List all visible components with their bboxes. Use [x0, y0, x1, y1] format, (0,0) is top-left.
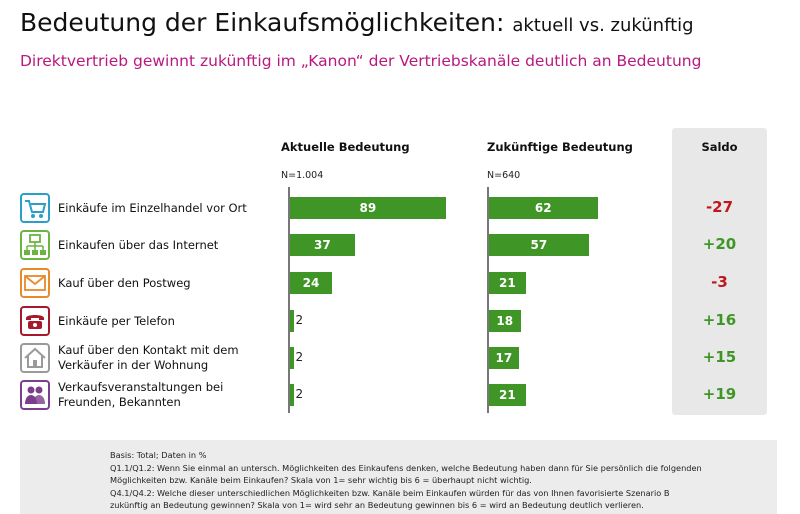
category-label: Verkaufsveranstaltungen bei Freunden, Bek…	[58, 380, 223, 410]
bar-current: 89	[290, 197, 446, 219]
bar-future: 57	[489, 234, 589, 256]
page-title: Bedeutung der Einkaufsmöglichkeiten: akt…	[20, 8, 694, 37]
bar-future: 21	[489, 272, 526, 294]
sample-size-future: N=640	[487, 170, 521, 181]
house-icon	[20, 343, 50, 373]
data-label: 2	[295, 350, 304, 364]
page-subtitle: Direktvertrieb gewinnt zukünftig im „Kan…	[20, 52, 702, 70]
footer-line: Q1.1/Q1.2: Wenn Sie einmal an untersch. …	[110, 463, 702, 473]
saldo-value: +19	[702, 385, 737, 403]
bar-current: 24	[290, 272, 332, 294]
title-suffix: aktuell vs. zukünftig	[512, 15, 694, 36]
footer-line: zukünftig an Bedeutung gewinnen? Skala v…	[110, 500, 644, 510]
category-label-line: Verkaufsveranstaltungen bei	[58, 380, 224, 394]
category-label: Einkaufen über das Internet	[58, 238, 218, 253]
bar-current	[290, 347, 294, 369]
bar-current: 37	[290, 234, 355, 256]
bar-future: 17	[489, 347, 519, 369]
category-label: Kauf über den Postweg	[58, 276, 191, 291]
people-icon	[20, 380, 50, 410]
footer-line: Q4.1/Q4.2: Welche dieser unterschiedlich…	[110, 488, 670, 498]
footer-line: Möglichkeiten bzw. Kanäle beim Einkaufen…	[110, 475, 532, 485]
category-label-line: Kauf über den Postweg	[58, 275, 191, 290]
saldo-value: +15	[702, 348, 737, 366]
data-label: 2	[295, 313, 304, 327]
shopping-cart-icon	[20, 193, 50, 223]
category-label-line: Verkäufer in der Wohnung	[58, 358, 209, 372]
bar-future: 21	[489, 384, 526, 406]
bar-future: 18	[489, 310, 521, 332]
axis-future	[487, 187, 489, 413]
category-label: Kauf über den Kontakt mit dem Verkäufer i…	[58, 343, 239, 373]
title-main: Bedeutung der Einkaufsmöglichkeiten:	[20, 8, 505, 37]
category-label: Einkäufe per Telefon	[58, 314, 175, 329]
category-label-line: Einkäufe per Telefon	[58, 313, 175, 328]
column-header-future: Zukünftige Bedeutung	[487, 140, 633, 154]
saldo-value: +20	[702, 235, 737, 253]
footer-line: Basis: Total; Daten in %	[110, 450, 207, 460]
saldo-value: -27	[705, 198, 734, 216]
category-label-line: Kauf über den Kontakt mit dem	[58, 343, 239, 357]
category-label-line: Einkäufe im Einzelhandel vor Ort	[58, 200, 247, 215]
column-header-current: Aktuelle Bedeutung	[281, 140, 410, 154]
bar-current	[290, 384, 294, 406]
sample-size-current: N=1.004	[281, 170, 324, 181]
axis-current	[288, 187, 290, 413]
saldo-value: +16	[702, 311, 737, 329]
category-label-line: Freunden, Bekannten	[58, 395, 181, 409]
telephone-icon	[20, 306, 50, 336]
column-header-saldo: Saldo	[701, 140, 738, 154]
saldo-panel	[672, 128, 767, 415]
network-computer-icon	[20, 230, 50, 260]
envelope-icon	[20, 268, 50, 298]
saldo-value: -3	[711, 273, 728, 291]
footer-notes: Basis: Total; Daten in % Q1.1/Q1.2: Wenn…	[20, 440, 777, 514]
data-label: 2	[295, 387, 304, 401]
bar-current	[290, 310, 294, 332]
category-label-line: Einkaufen über das Internet	[58, 237, 219, 252]
bar-future: 62	[489, 197, 598, 219]
category-label: Einkäufe im Einzelhandel vor Ort	[58, 201, 247, 216]
